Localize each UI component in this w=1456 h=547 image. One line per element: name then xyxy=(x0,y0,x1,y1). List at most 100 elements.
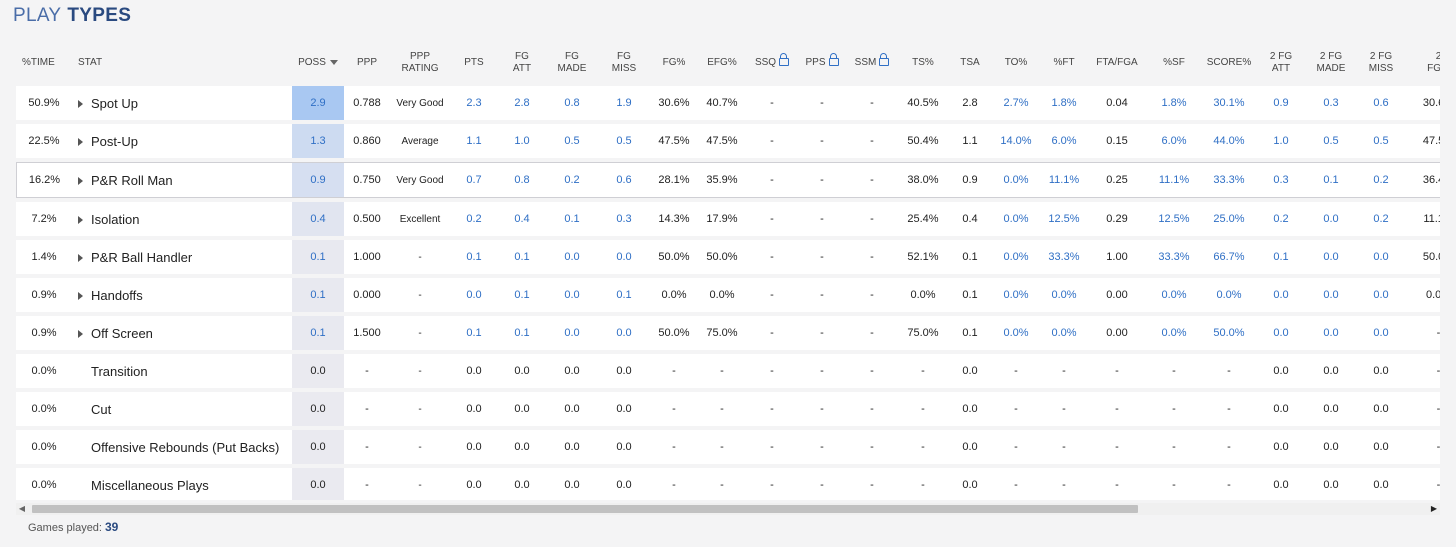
cell-ft[interactable]: 0.0% xyxy=(1040,316,1088,350)
cell-poss[interactable]: 2.9 xyxy=(292,86,344,120)
cell-sf[interactable]: 12.5% xyxy=(1146,202,1202,236)
expand-caret-icon[interactable] xyxy=(78,100,83,109)
cell-2-fg-att[interactable]: 0.2 xyxy=(1256,202,1306,236)
cell-2-fg-made[interactable]: 0.0 xyxy=(1306,240,1356,274)
horizontal-scrollbar[interactable]: ◀ ▶ xyxy=(16,503,1440,515)
cell-score[interactable]: 25.0% xyxy=(1202,202,1256,236)
column-header-pps[interactable]: PPS xyxy=(798,44,846,82)
table-row[interactable]: 0.9% Handoffs 0.1 0.000-0.0 0.1 0.0 0.1 0.0% 0.0… xyxy=(16,278,1440,312)
cell-pts[interactable]: 0.2 xyxy=(450,202,498,236)
cell-fg-made[interactable]: 0.5 xyxy=(546,124,598,158)
column-header-2-fg[interactable]: 2 FG% xyxy=(1406,44,1440,82)
cell-stat-name[interactable]: Off Screen xyxy=(72,316,292,350)
cell-fg-miss[interactable]: 0.1 xyxy=(598,278,650,312)
cell-2-fg-miss[interactable]: 0.0 xyxy=(1356,278,1406,312)
cell-poss[interactable]: 0.1 xyxy=(292,316,344,350)
column-header-stat[interactable]: STAT xyxy=(72,44,292,82)
cell-fg-made[interactable]: 0.0 xyxy=(546,240,598,274)
cell-pts[interactable]: 2.3 xyxy=(450,86,498,120)
cell-ft[interactable]: 6.0% xyxy=(1040,124,1088,158)
column-header-ppp-rating[interactable]: PPP RATING xyxy=(390,44,450,82)
cell-fg-miss[interactable]: 0.0 xyxy=(598,316,650,350)
cell-sf[interactable]: 11.1% xyxy=(1146,162,1202,198)
cell-2-fg-att[interactable]: 0.0 xyxy=(1256,316,1306,350)
column-header-efg[interactable]: EFG% xyxy=(698,44,746,82)
scrollbar-thumb[interactable] xyxy=(32,505,1138,513)
column-header-ssq[interactable]: SSQ xyxy=(746,44,798,82)
table-row[interactable]: 50.9% Spot Up 2.9 0.788 Very Good 2.3 2.8 0.8 1.… xyxy=(16,86,1440,120)
cell-to[interactable]: 0.0% xyxy=(992,316,1040,350)
cell-fg-att[interactable]: 0.1 xyxy=(498,278,546,312)
cell-fg-miss[interactable]: 1.9 xyxy=(598,86,650,120)
table-row[interactable]: 1.4% P&R Ball Handler 0.1 1.000-0.1 0.1 0.0 0.… xyxy=(16,240,1440,274)
column-header-score[interactable]: SCORE% xyxy=(1202,44,1256,82)
cell-2-fg-att[interactable]: 0.9 xyxy=(1256,86,1306,120)
cell-score[interactable]: 44.0% xyxy=(1202,124,1256,158)
column-header-fg[interactable]: FG% xyxy=(650,44,698,82)
cell-fg-att[interactable]: 0.1 xyxy=(498,240,546,274)
cell-2-fg-made[interactable]: 0.5 xyxy=(1306,124,1356,158)
cell-to[interactable]: 0.0% xyxy=(992,240,1040,274)
expand-caret-icon[interactable] xyxy=(78,138,83,147)
cell-to[interactable]: 0.0% xyxy=(992,202,1040,236)
cell-2-fg-att[interactable]: 0.0 xyxy=(1256,278,1306,312)
cell-pts[interactable]: 1.1 xyxy=(450,124,498,158)
column-header-poss[interactable]: POSS xyxy=(292,44,344,82)
cell-2-fg-made[interactable]: 0.0 xyxy=(1306,278,1356,312)
expand-caret-icon[interactable] xyxy=(78,254,83,263)
column-header-ssm[interactable]: SSM xyxy=(846,44,898,82)
cell-fg-miss[interactable]: 0.5 xyxy=(598,124,650,158)
cell-2-fg-att[interactable]: 1.0 xyxy=(1256,124,1306,158)
column-header-2-fg-made[interactable]: 2 FG MADE xyxy=(1306,44,1356,82)
table-row[interactable]: 0.0% Cut 0.0- -0.0 0.0 0.0 0.0- - - - - -0.0- - - - -0.… xyxy=(16,392,1440,426)
column-header-sf[interactable]: %SF xyxy=(1146,44,1202,82)
cell-pts[interactable]: 0.7 xyxy=(450,162,498,198)
cell-2-fg-miss[interactable]: 0.0 xyxy=(1356,240,1406,274)
cell-to[interactable]: 0.0% xyxy=(992,162,1040,198)
cell-fg-att[interactable]: 2.8 xyxy=(498,86,546,120)
cell-to[interactable]: 0.0% xyxy=(992,278,1040,312)
cell-to[interactable]: 2.7% xyxy=(992,86,1040,120)
cell-poss[interactable]: 0.1 xyxy=(292,278,344,312)
cell-fg-miss[interactable]: 0.3 xyxy=(598,202,650,236)
column-header-fta-fga[interactable]: FTA/FGA xyxy=(1088,44,1146,82)
cell-fg-att[interactable]: 0.8 xyxy=(498,162,546,198)
cell-2-fg-made[interactable]: 0.3 xyxy=(1306,86,1356,120)
cell-sf[interactable]: 6.0% xyxy=(1146,124,1202,158)
cell-fg-miss[interactable]: 0.6 xyxy=(598,162,650,198)
cell-poss[interactable]: 0.1 xyxy=(292,240,344,274)
cell-poss[interactable]: 0.4 xyxy=(292,202,344,236)
cell-2-fg-miss[interactable]: 0.0 xyxy=(1356,316,1406,350)
cell-2-fg-att[interactable]: 0.3 xyxy=(1256,162,1306,198)
column-header-time[interactable]: %TIME xyxy=(16,44,72,82)
cell-sf[interactable]: 0.0% xyxy=(1146,316,1202,350)
cell-stat-name[interactable]: Spot Up xyxy=(72,86,292,120)
expand-caret-icon[interactable] xyxy=(78,177,83,186)
column-header-to[interactable]: TO% xyxy=(992,44,1040,82)
cell-score[interactable]: 0.0% xyxy=(1202,278,1256,312)
cell-pts[interactable]: 0.1 xyxy=(450,240,498,274)
cell-to[interactable]: 14.0% xyxy=(992,124,1040,158)
table-row[interactable]: 22.5% Post-Up 1.3 0.860 Average 1.1 1.0 0.5 0.5 4… xyxy=(16,124,1440,158)
column-header-tsa[interactable]: TSA xyxy=(948,44,992,82)
play-types-table-container[interactable]: %TIME STAT POSS PPP PPP RATING PTS FG ATT FG MA… xyxy=(16,44,1440,500)
column-header-fg-made[interactable]: FG MADE xyxy=(546,44,598,82)
cell-score[interactable]: 50.0% xyxy=(1202,316,1256,350)
cell-score[interactable]: 30.1% xyxy=(1202,86,1256,120)
cell-stat-name[interactable]: P&R Ball Handler xyxy=(72,240,292,274)
cell-stat-name[interactable]: Handoffs xyxy=(72,278,292,312)
cell-fg-made[interactable]: 0.0 xyxy=(546,316,598,350)
cell-fg-att[interactable]: 0.1 xyxy=(498,316,546,350)
cell-ft[interactable]: 12.5% xyxy=(1040,202,1088,236)
expand-caret-icon[interactable] xyxy=(78,330,83,339)
cell-fg-made[interactable]: 0.0 xyxy=(546,278,598,312)
cell-fg-att[interactable]: 0.4 xyxy=(498,202,546,236)
cell-fg-made[interactable]: 0.8 xyxy=(546,86,598,120)
cell-2-fg-miss[interactable]: 0.5 xyxy=(1356,124,1406,158)
cell-poss[interactable]: 0.9 xyxy=(292,162,344,198)
expand-caret-icon[interactable] xyxy=(78,292,83,301)
scroll-left-arrow-icon[interactable]: ◀ xyxy=(18,504,26,513)
cell-2-fg-att[interactable]: 0.1 xyxy=(1256,240,1306,274)
cell-score[interactable]: 33.3% xyxy=(1202,162,1256,198)
sort-descending-icon[interactable] xyxy=(329,59,338,65)
